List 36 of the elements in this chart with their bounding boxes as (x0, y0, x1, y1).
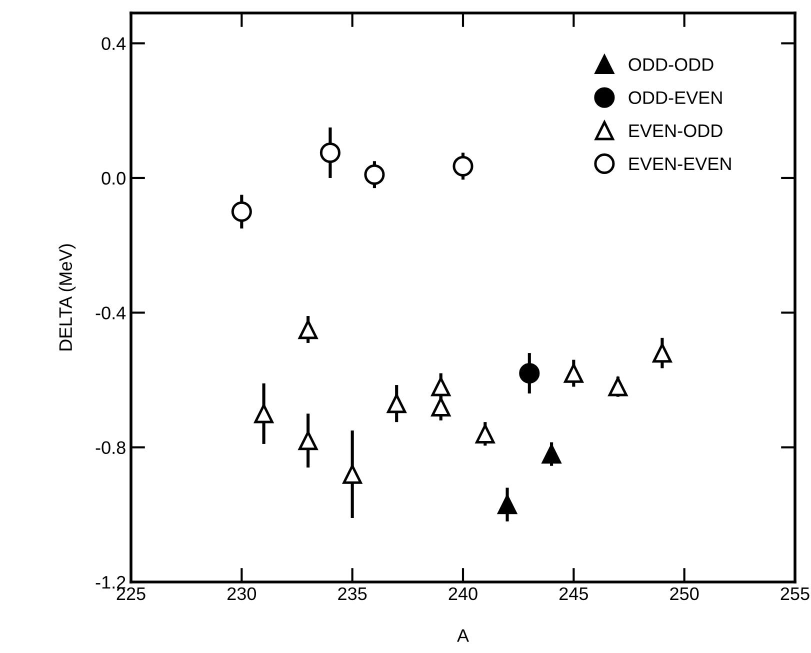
point (342, 464, 362, 484)
point (608, 377, 628, 396)
point (431, 377, 450, 396)
point (476, 424, 495, 444)
x-tick-label: 240 (448, 587, 478, 600)
point (231, 201, 252, 222)
point (452, 156, 474, 176)
x-tick-label: 255 (780, 587, 810, 600)
point (298, 431, 318, 450)
legend-label: ODD-EVEN (628, 91, 722, 104)
legend-label: ODD-ODD (628, 58, 714, 71)
x-tick-label: 225 (116, 587, 146, 600)
point (519, 362, 540, 384)
x-tick-label: 250 (670, 587, 699, 600)
y-axis-title: DELTA (MeV) (58, 244, 76, 350)
point (364, 164, 385, 185)
x-tick-label: 235 (338, 587, 367, 600)
point (564, 364, 584, 383)
legend-label: EVEN-ODD (629, 124, 722, 138)
y-tick-label: 0.0 (102, 172, 126, 185)
y-tick-label: -0.8 (96, 441, 126, 454)
point (298, 320, 318, 340)
point (542, 444, 562, 464)
x-tick-label: 230 (228, 587, 256, 600)
x-axis-title: A (457, 629, 469, 642)
y-tick-label: -1.2 (96, 576, 126, 589)
y-tick-label: 0.4 (102, 37, 126, 50)
legend-label: EVEN-EVEN (629, 158, 731, 170)
x-tick-label: 245 (560, 587, 588, 600)
point (431, 397, 450, 417)
y-tick-label: -0.4 (96, 306, 126, 320)
point (387, 394, 406, 414)
point (320, 142, 340, 164)
point (498, 494, 517, 514)
point (652, 343, 672, 363)
point (254, 404, 274, 424)
